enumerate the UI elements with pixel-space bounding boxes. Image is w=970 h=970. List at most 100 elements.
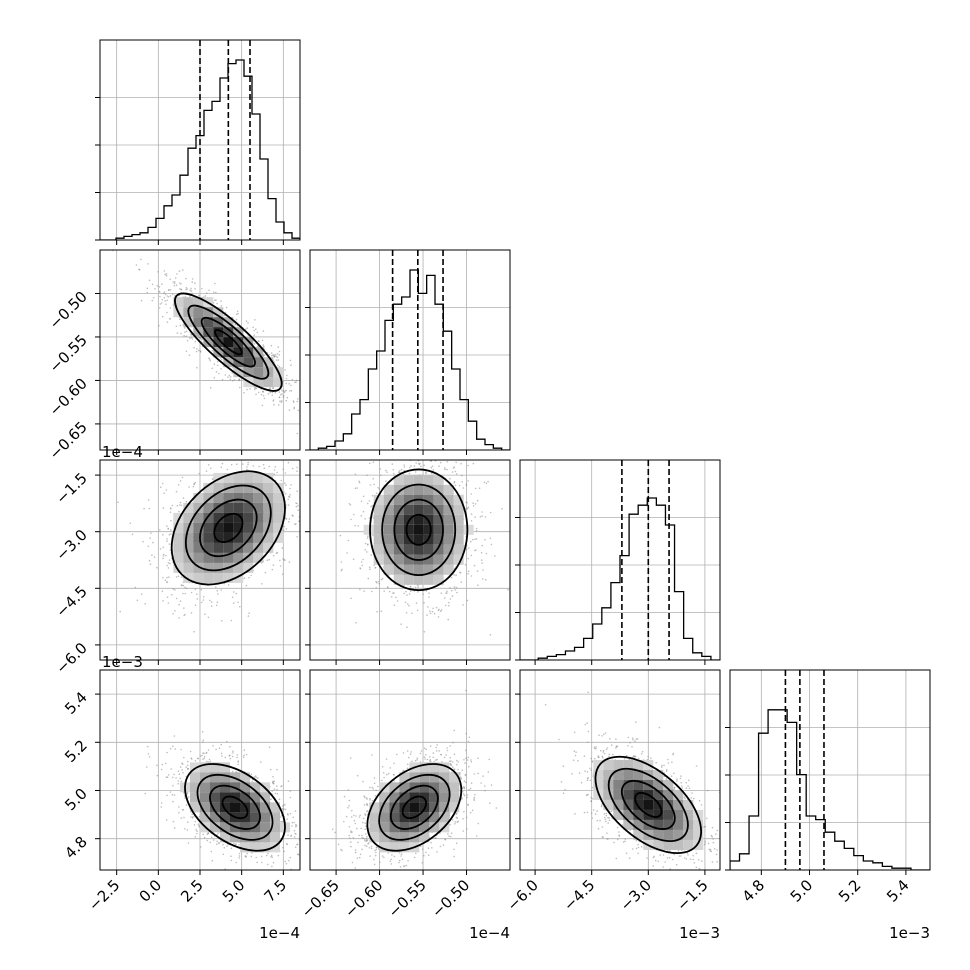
sample-point [380, 474, 382, 477]
sample-point [246, 468, 248, 471]
sample-point [200, 337, 202, 339]
density-cell [183, 552, 194, 563]
sample-point [250, 773, 253, 776]
density-cell [273, 482, 284, 493]
sample-point [439, 610, 442, 612]
density-axes-2-0 [95, 459, 301, 665]
sample-point [484, 456, 486, 458]
density-cell [453, 524, 464, 535]
density-cell [413, 484, 424, 495]
sample-point [287, 498, 290, 501]
sample-point [289, 494, 291, 496]
density-cell [213, 492, 224, 503]
sample-point [220, 356, 223, 359]
density-cell [263, 377, 274, 388]
sample-point [341, 568, 343, 571]
density-cell [263, 542, 274, 553]
sample-point [405, 590, 407, 593]
density-cell [453, 504, 464, 515]
sample-point [147, 499, 150, 501]
sample-point [340, 561, 343, 563]
contour-line [405, 513, 432, 546]
sample-point [359, 588, 361, 591]
sample-point [190, 591, 193, 594]
sample-point [185, 500, 188, 503]
sample-point [158, 286, 161, 288]
sample-point [367, 535, 369, 537]
sample-point [216, 302, 218, 305]
sample-point [403, 584, 405, 587]
sample-point [166, 576, 168, 579]
density-cell [413, 544, 424, 555]
sample-point [262, 390, 264, 393]
sample-point [218, 372, 220, 375]
sample-point [446, 461, 449, 463]
sample-point [320, 561, 322, 563]
density-cell [383, 524, 394, 535]
density-cell [253, 522, 264, 533]
sample-point [161, 482, 164, 485]
density-cell [233, 542, 244, 553]
sample-point [288, 383, 291, 385]
sample-point [285, 382, 288, 385]
sample-point [274, 466, 277, 468]
sample-point [195, 350, 198, 353]
sample-point [454, 484, 457, 487]
sample-point [431, 610, 434, 613]
sample-point [263, 345, 265, 348]
sample-point [196, 593, 198, 595]
sample-point [162, 600, 164, 602]
sample-point [489, 634, 492, 636]
density-cell [183, 317, 194, 328]
sample-point [174, 748, 177, 750]
sample-point [174, 589, 176, 591]
sample-point [231, 380, 234, 382]
sample-point [494, 555, 496, 557]
sample-point [294, 810, 297, 812]
density-cell [193, 532, 204, 543]
sample-point [162, 557, 164, 560]
density-cell [243, 562, 254, 573]
sample-point [213, 363, 216, 365]
density-cell [383, 564, 394, 575]
sample-point [462, 604, 464, 606]
sample-point [192, 485, 195, 488]
sample-point [277, 404, 280, 406]
density-cell [383, 554, 394, 565]
sample-point [290, 364, 292, 366]
sample-point [465, 483, 468, 485]
sample-point [158, 290, 161, 293]
sample-point [367, 577, 370, 580]
sample-point [423, 602, 425, 604]
sample-point [271, 856, 274, 858]
sample-point [360, 500, 363, 503]
sample-point [438, 452, 440, 454]
sample-point [296, 466, 298, 469]
sample-point [387, 586, 389, 588]
sample-point [301, 515, 303, 517]
sample-point [150, 532, 152, 534]
sample-point [285, 862, 288, 865]
sample-point [287, 814, 289, 816]
sample-point [467, 506, 470, 509]
sample-point [261, 339, 264, 342]
sample-point [470, 493, 473, 495]
sample-point [207, 464, 210, 466]
sample-point [381, 577, 384, 580]
sample-point [448, 601, 450, 604]
density-cell [443, 534, 454, 545]
axes-frame [309, 249, 511, 451]
density-cell [393, 544, 404, 555]
sample-point [476, 499, 479, 502]
density-cell [383, 484, 394, 495]
sample-point [262, 463, 265, 466]
sample-point [380, 610, 383, 612]
sample-point [273, 473, 276, 476]
sample-point [198, 349, 200, 352]
density-cell [403, 544, 414, 555]
sample-point [409, 466, 411, 469]
sample-point [262, 330, 265, 332]
density-cell [253, 502, 264, 513]
density-cell [213, 532, 224, 543]
sample-point [282, 390, 284, 392]
